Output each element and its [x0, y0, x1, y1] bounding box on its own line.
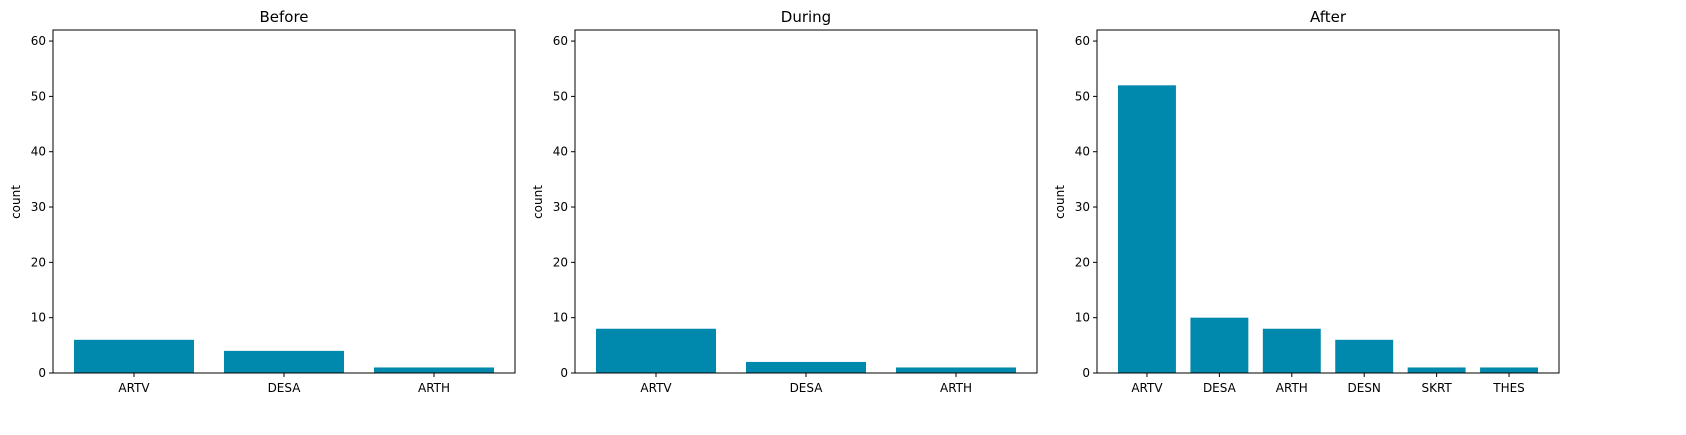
x-tick-label: ARTH — [1276, 381, 1308, 395]
y-axis-label: count — [9, 185, 23, 219]
plot-area: 0 10 20 30 40 50 60 ARTV DESA ARTH DESN SKRT THES — [1075, 29, 1560, 395]
bar — [1118, 85, 1176, 374]
y-tick-label: 60 — [553, 34, 568, 48]
subplot-during: During count 0 10 20 30 40 50 60 ARTV DESA ARTH — [531, 8, 1038, 395]
y-tick-label: 40 — [1075, 145, 1090, 159]
x-tick-label: ARTH — [418, 381, 450, 395]
subplot-title: During — [781, 8, 831, 26]
bar — [224, 350, 344, 373]
bar — [1190, 317, 1249, 373]
subplot-after: After count 0 10 20 30 40 50 60 ARTV DESA ARTH DES… — [1053, 8, 1560, 395]
y-tick-label: 50 — [553, 89, 568, 103]
x-tick-label: DESA — [268, 381, 302, 395]
x-tick-label: ARTH — [940, 381, 972, 395]
bar — [74, 339, 194, 373]
x-tick-label: DESA — [790, 381, 824, 395]
y-tick-label: 10 — [553, 311, 568, 325]
y-tick-label: 20 — [1075, 255, 1090, 269]
bar — [1407, 367, 1466, 373]
y-tick-label: 30 — [1075, 200, 1090, 214]
bar — [596, 328, 716, 373]
y-tick-label: 50 — [1075, 89, 1090, 103]
y-tick-label: 0 — [1082, 366, 1090, 380]
y-tick-label: 30 — [553, 200, 568, 214]
bar — [746, 361, 866, 373]
y-tick-label: 40 — [31, 145, 46, 159]
x-tick-label: ARTV — [118, 381, 150, 395]
y-tick-label: 20 — [553, 255, 568, 269]
subplot-before: Before count 0 10 20 30 40 50 60 ARTV DESA ARTH — [9, 8, 516, 395]
y-tick-label: 0 — [560, 366, 568, 380]
x-tick-label: ARTV — [640, 381, 672, 395]
y-tick-label: 20 — [31, 255, 46, 269]
y-tick-label: 40 — [553, 145, 568, 159]
x-tick-label: DESA — [1203, 381, 1237, 395]
subplot-title: Before — [259, 8, 308, 26]
y-tick-label: 60 — [31, 34, 46, 48]
bar — [1480, 367, 1538, 373]
x-tick-label: DESN — [1347, 381, 1380, 395]
plot-area: 0 10 20 30 40 50 60 ARTV DESA ARTH — [553, 29, 1038, 395]
bar — [374, 367, 494, 373]
x-tick-label: ARTV — [1131, 381, 1163, 395]
y-tick-label: 30 — [31, 200, 46, 214]
subplot-title: After — [1310, 8, 1347, 26]
y-tick-label: 10 — [31, 311, 46, 325]
y-tick-label: 10 — [1075, 311, 1090, 325]
axes-frame — [1096, 29, 1560, 374]
y-axis-label: count — [531, 185, 545, 219]
bar — [1335, 339, 1394, 373]
plot-area: 0 10 20 30 40 50 60 ARTV DESA ARTH — [31, 29, 516, 395]
x-tick-label: SKRT — [1421, 381, 1452, 395]
x-tick-label: THES — [1492, 381, 1525, 395]
y-tick-label: 0 — [38, 366, 46, 380]
y-axis-label: count — [1053, 185, 1067, 219]
axes-frame — [52, 29, 516, 374]
bar — [896, 367, 1016, 373]
axes-frame — [574, 29, 1038, 374]
y-tick-label: 60 — [1075, 34, 1090, 48]
y-tick-label: 50 — [31, 89, 46, 103]
bar — [1262, 328, 1321, 373]
